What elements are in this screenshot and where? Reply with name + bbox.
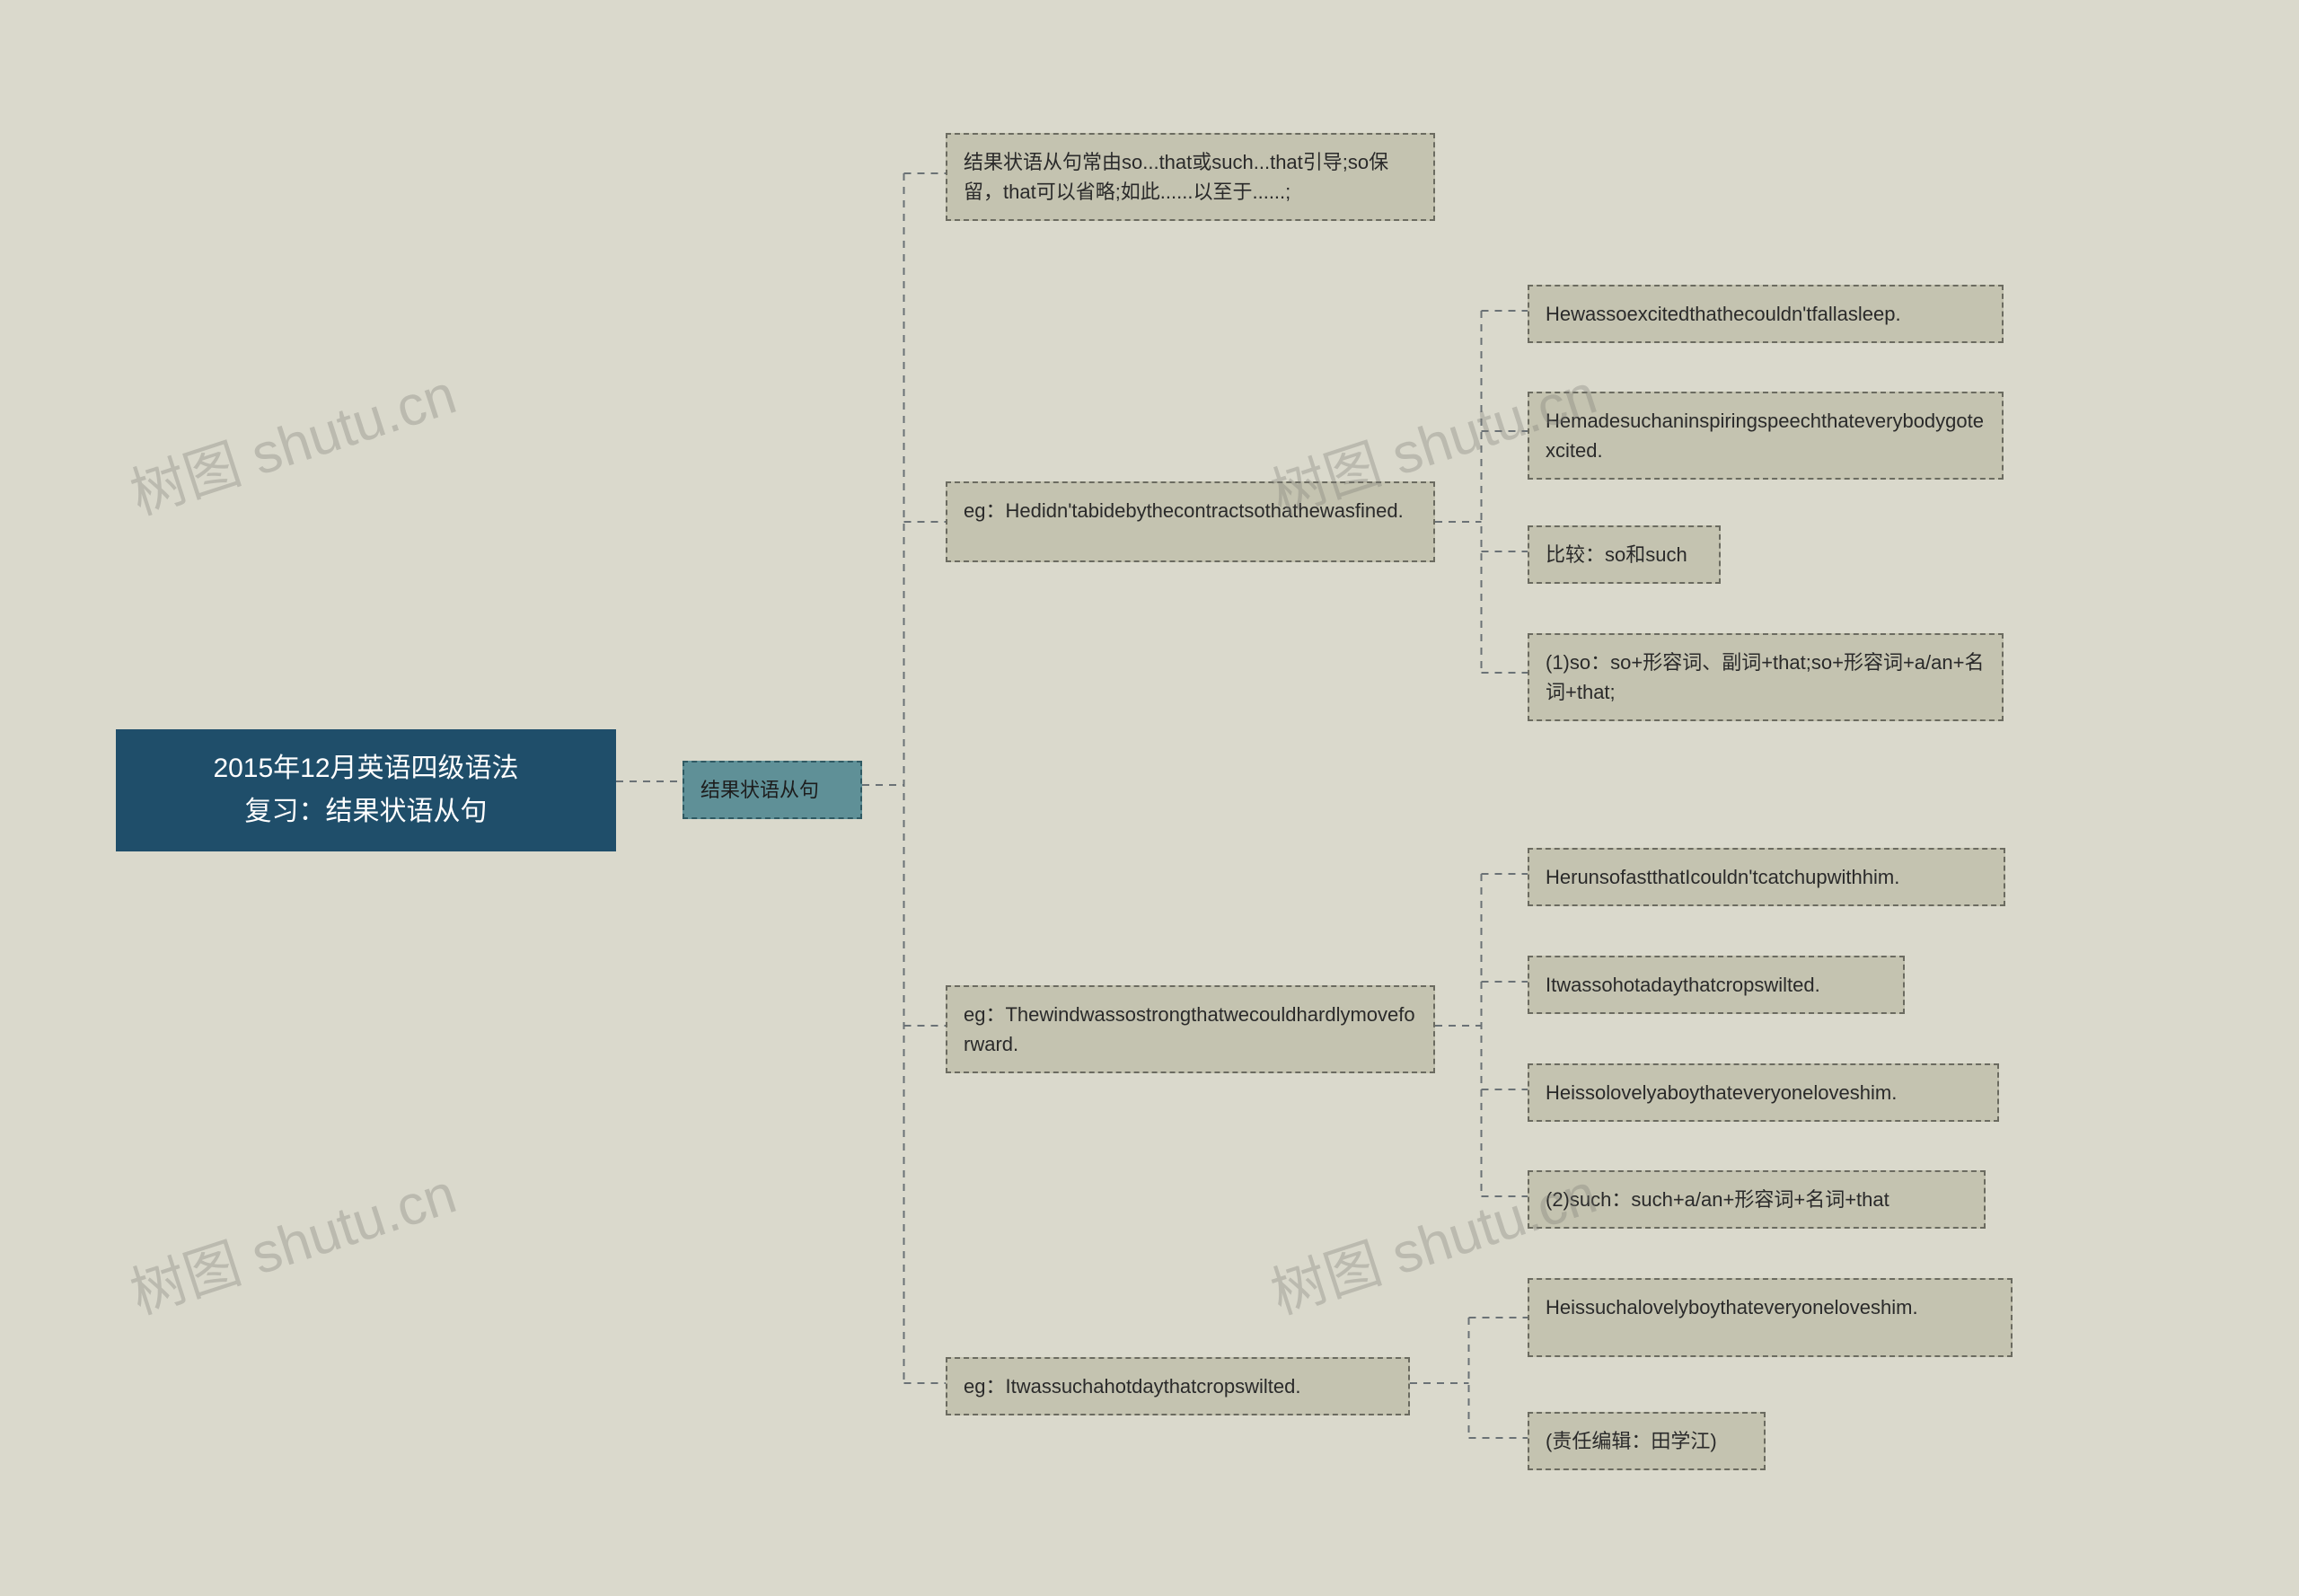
level3-node-c2[interactable]: Itwassohotadaythatcropswilted. bbox=[1528, 956, 1905, 1014]
level2-node-n2d-label: eg：Itwassuchahotdaythatcropswilted. bbox=[964, 1375, 1300, 1398]
level1-node[interactable]: 结果状语从句 bbox=[683, 761, 862, 819]
level3-node-b3-label: 比较：so和such bbox=[1546, 543, 1687, 566]
level2-node-n2c[interactable]: eg：Thewindwassostrongthatwecouldhardlymo… bbox=[946, 985, 1435, 1073]
root-node[interactable]: 2015年12月英语四级语法复习：结果状语从句 bbox=[116, 729, 616, 851]
level3-node-d2[interactable]: (责任编辑：田学江) bbox=[1528, 1412, 1766, 1470]
level2-node-n2b[interactable]: eg：Hedidn'tabidebythecontractsothathewas… bbox=[946, 481, 1435, 562]
watermark-text: 树图 shutu.cn bbox=[123, 1163, 463, 1327]
level3-node-c3[interactable]: Heissolovelyaboythateveryoneloveshim. bbox=[1528, 1063, 1999, 1122]
level2-node-n2a-label: 结果状语从句常由so...that或such...that引导;so保留，tha… bbox=[964, 151, 1388, 203]
level3-node-b1[interactable]: Hewassoexcitedthathecouldn'tfallasleep. bbox=[1528, 285, 2004, 343]
watermark: 树图 shutu.cn bbox=[119, 348, 464, 530]
level3-node-d2-label: (责任编辑：田学江) bbox=[1546, 1430, 1717, 1452]
level3-node-c1-label: HerunsofastthatIcouldn'tcatchupwithhim. bbox=[1546, 866, 1899, 888]
level2-node-n2a[interactable]: 结果状语从句常由so...that或such...that引导;so保留，tha… bbox=[946, 133, 1435, 221]
level3-node-c3-label: Heissolovelyaboythateveryoneloveshim. bbox=[1546, 1081, 1897, 1104]
root-node-line: 复习：结果状语从句 bbox=[137, 790, 595, 833]
level2-node-n2d[interactable]: eg：Itwassuchahotdaythatcropswilted. bbox=[946, 1357, 1410, 1415]
watermark-text: 树图 shutu.cn bbox=[123, 364, 463, 527]
level2-node-n2b-label: eg：Hedidn'tabidebythecontractsothathewas… bbox=[964, 499, 1404, 522]
mindmap-canvas: 2015年12月英语四级语法复习：结果状语从句 结果状语从句 结果状语从句常由so.… bbox=[0, 0, 2299, 1596]
root-node-line: 2015年12月英语四级语法 bbox=[137, 747, 595, 790]
watermark: 树图 shutu.cn bbox=[119, 1148, 464, 1329]
level3-node-b3[interactable]: 比较：so和such bbox=[1528, 525, 1721, 584]
level3-node-b2-label: Hemadesuchaninspiringspeechthateverybody… bbox=[1546, 410, 1984, 462]
level3-node-b2[interactable]: Hemadesuchaninspiringspeechthateverybody… bbox=[1528, 392, 2004, 480]
level3-node-d1-label: Heissuchalovelyboythateveryoneloveshim. bbox=[1546, 1296, 1918, 1318]
level1-node-label: 结果状语从句 bbox=[700, 779, 819, 801]
level3-node-c1[interactable]: HerunsofastthatIcouldn'tcatchupwithhim. bbox=[1528, 848, 2005, 906]
level3-node-b4-label: (1)so：so+形容词、副词+that;so+形容词+a/an+名词+that… bbox=[1546, 651, 1984, 703]
level3-node-d1[interactable]: Heissuchalovelyboythateveryoneloveshim. bbox=[1528, 1278, 2013, 1357]
level3-node-b4[interactable]: (1)so：so+形容词、副词+that;so+形容词+a/an+名词+that… bbox=[1528, 633, 2004, 721]
level3-node-b1-label: Hewassoexcitedthathecouldn'tfallasleep. bbox=[1546, 303, 1901, 325]
level3-node-c4-label: (2)such：such+a/an+形容词+名词+that bbox=[1546, 1188, 1889, 1211]
level3-node-c4[interactable]: (2)such：such+a/an+形容词+名词+that bbox=[1528, 1170, 1986, 1229]
level3-node-c2-label: Itwassohotadaythatcropswilted. bbox=[1546, 974, 1820, 996]
level2-node-n2c-label: eg：Thewindwassostrongthatwecouldhardlymo… bbox=[964, 1003, 1415, 1055]
